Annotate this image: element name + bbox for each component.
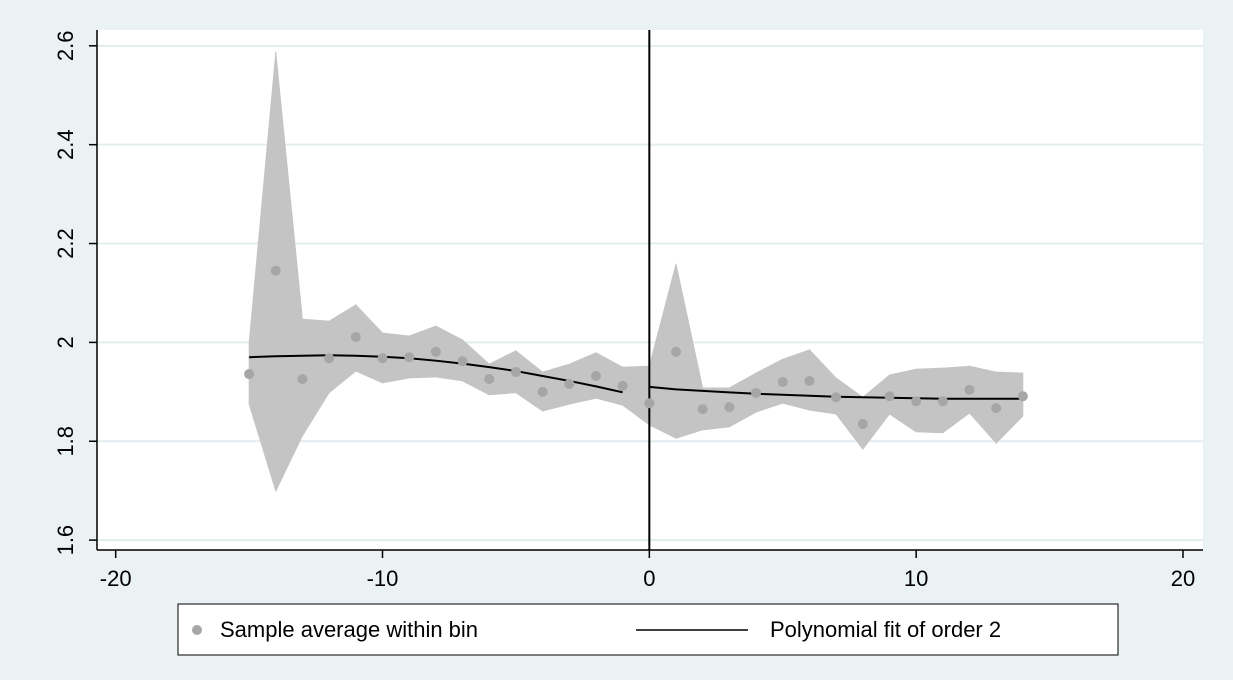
point — [244, 369, 255, 380]
point — [911, 396, 922, 407]
point — [991, 403, 1002, 414]
point — [457, 356, 468, 367]
x-tick-label: 20 — [1171, 566, 1195, 591]
point — [377, 353, 388, 364]
y-tick-label: 2 — [53, 336, 78, 348]
point — [324, 353, 335, 364]
point — [564, 378, 575, 389]
fit-line — [249, 354, 623, 394]
point — [537, 386, 548, 397]
point — [484, 373, 495, 384]
x-tick-label: 0 — [643, 566, 655, 591]
point — [270, 265, 281, 276]
x-tick-label: -20 — [100, 566, 132, 591]
point — [804, 375, 815, 386]
legend-label: Sample average within bin — [220, 617, 478, 642]
legend-marker — [192, 625, 202, 635]
point — [751, 387, 762, 398]
legend-label: Polynomial fit of order 2 — [770, 617, 1001, 642]
point — [1017, 391, 1028, 402]
y-tick-label: 2.2 — [53, 228, 78, 259]
point — [724, 402, 735, 413]
point — [884, 391, 895, 402]
point — [644, 398, 655, 409]
y-tick-label: 1.6 — [53, 525, 78, 556]
ci-band-segment — [542, 363, 570, 412]
x-tick-label: -10 — [367, 566, 399, 591]
point — [671, 346, 682, 357]
point — [964, 384, 975, 395]
point — [297, 373, 308, 384]
point — [831, 392, 842, 403]
point — [350, 331, 361, 342]
ci-band-segment — [995, 371, 1024, 445]
point — [937, 396, 948, 407]
point — [697, 404, 708, 415]
point — [510, 367, 521, 378]
y-tick-label: 2.6 — [53, 31, 78, 62]
point — [590, 371, 601, 382]
y-tick-label: 1.8 — [53, 426, 78, 457]
axes: 1.6 1.8 2 2.2 2.4 2.6 -20 -10 0 10 20 — [53, 30, 1203, 591]
points — [244, 265, 1028, 429]
point — [404, 352, 415, 363]
point — [617, 380, 628, 391]
y-tick-label: 2.4 — [53, 129, 78, 160]
point — [430, 346, 441, 357]
x-tick-label: 10 — [904, 566, 928, 591]
point — [777, 376, 788, 387]
point — [857, 418, 868, 429]
